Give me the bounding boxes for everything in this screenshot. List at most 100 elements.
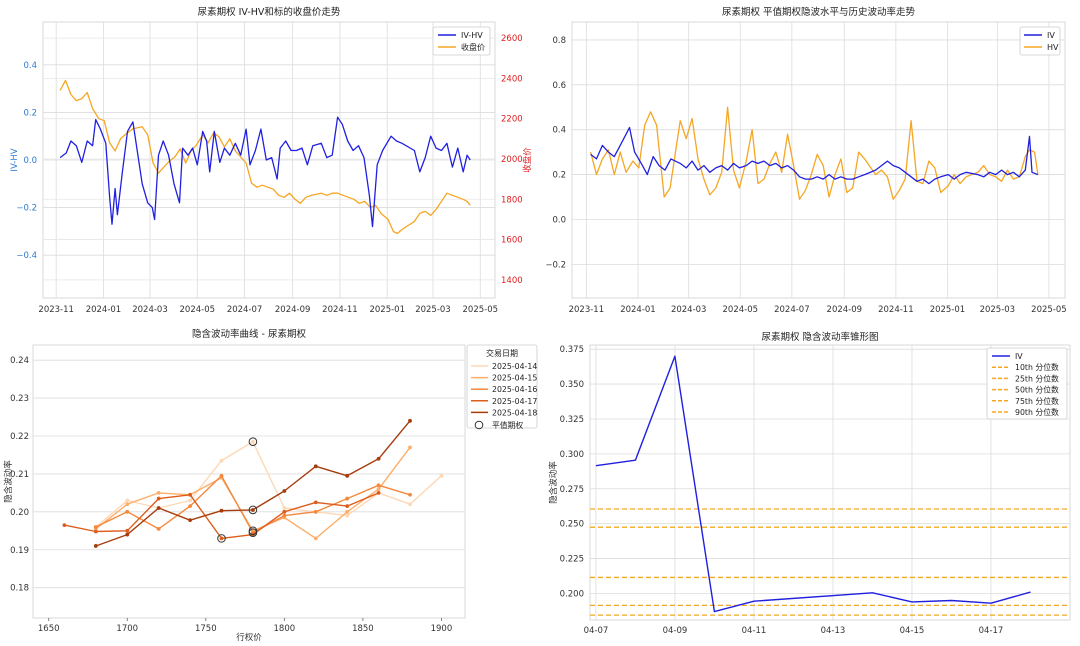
y-tick-label: 0.350 (560, 380, 584, 390)
smile-point (376, 456, 381, 461)
smile-point (313, 536, 318, 541)
y-tick-label: −0.2 (16, 204, 37, 214)
x-tick-label: 2024-03 (132, 305, 168, 315)
y-tick-label: 0.250 (560, 520, 584, 530)
atm-marker (248, 505, 258, 515)
x-tick-label: 2023-11 (569, 305, 605, 315)
x-tick-label: 2024-07 (227, 305, 263, 315)
x-tick-label: 2025-03 (415, 305, 451, 315)
smile-point (345, 473, 350, 478)
y-tick-label: 0.4 (23, 61, 37, 71)
smile-point (188, 492, 192, 497)
y-tick-label: 0.0 (552, 215, 566, 225)
legend-label: 10th 分位数 (1015, 362, 1059, 372)
smile-point (282, 489, 287, 493)
smile-point (125, 502, 130, 507)
smile-point (219, 536, 224, 541)
x-tick-label: 1900 (431, 624, 453, 634)
legend-label: 2025-04-14 (492, 362, 537, 371)
smile-point (93, 529, 98, 534)
smile-point (313, 500, 318, 505)
y-tick-label: 0.0 (23, 156, 37, 166)
x-tick-label: 2025-03 (980, 305, 1016, 315)
legend-label: 2025-04-18 (492, 408, 537, 417)
atm-marker (248, 528, 258, 537)
legend-label: 75th 分位数 (1015, 396, 1059, 406)
smile-point (251, 439, 255, 444)
y-tick-label: −0.2 (545, 260, 566, 270)
y-axis-label: 隐含波动率 (3, 460, 14, 503)
smile-point (93, 544, 98, 548)
y-tick-label: 0.21 (10, 470, 29, 480)
smile-point (219, 473, 224, 478)
legend-label: 25th 分位数 (1015, 373, 1059, 383)
y-tick-label: 0.2 (23, 108, 37, 118)
y-tick-label: 0.325 (560, 415, 584, 425)
y-tick-label: 0.8 (552, 36, 566, 46)
x-tick-label: 1650 (38, 624, 60, 634)
legend-label: 2025-04-16 (492, 385, 537, 394)
smile-point (219, 458, 224, 463)
y-tick-label: 0.19 (10, 546, 29, 556)
x-tick-label: 2024-01 (620, 305, 656, 315)
y2-tick-label: 2400 (501, 74, 523, 84)
smile-point (125, 528, 130, 533)
legend-label: 2025-04-15 (492, 374, 537, 383)
y-tick-label: 0.23 (10, 394, 29, 404)
smile-point (439, 473, 444, 478)
chart-title: 尿素期权 IV-HV和标的收盘价走势 (198, 6, 341, 18)
smile-point (156, 490, 161, 495)
y-axis-label: IV-HV (10, 148, 20, 171)
smile-point (408, 418, 412, 423)
x-tick-label: 04-17 (979, 626, 1004, 636)
plot-area (32, 344, 466, 619)
y2-tick-label: 1600 (501, 236, 523, 246)
iv-line (595, 355, 1031, 613)
x-tick-label: 1850 (352, 624, 374, 634)
chart-title: 尿素期权 平值期权隐波水平与历史波动率走势 (722, 6, 916, 18)
y-tick-label: −0.4 (16, 251, 37, 261)
smile-point (313, 464, 318, 469)
legend-label: IV (1047, 31, 1055, 40)
x-tick-label: 2025-01 (930, 305, 966, 315)
y2-tick-label: 2000 (501, 155, 523, 165)
smile-point (376, 487, 381, 491)
x-tick-label: 2024-11 (878, 305, 914, 315)
y2-tick-label: 2600 (501, 34, 523, 44)
chart-iv-cone: 04-07 04-09 04-11 04-13 04-15 04-17 0.200 0.225… (548, 331, 1071, 636)
y-tick-label: 0.225 (560, 555, 584, 565)
x-tick-label: 2024-11 (322, 305, 358, 315)
smile-point (93, 525, 98, 529)
smile-point (282, 509, 287, 514)
x-tick-label: 2025-05 (463, 305, 499, 315)
smile-point (188, 504, 192, 509)
smile-point (345, 504, 350, 509)
x-tick-label: 04-09 (663, 626, 688, 636)
legend-atm-swatch (474, 420, 484, 430)
y-tick-label: 0.300 (560, 450, 584, 460)
x-tick-label: 2024-05 (180, 305, 216, 315)
x-tick-label: 2024-01 (86, 305, 122, 315)
smile-point (62, 523, 67, 528)
iv-hv-line (59, 116, 471, 228)
smile-point (156, 496, 161, 501)
legend-label: 90th 分位数 (1015, 407, 1059, 417)
smile-point (345, 509, 350, 514)
y-tick-label: 0.18 (10, 584, 29, 594)
hv-line (589, 106, 1039, 200)
chart-iv-hv-close: 2023-11 2024-01 2024-03 2024-05 2024-07 2024-… (10, 6, 533, 315)
y-axis-label: 隐含波动率 (548, 461, 559, 504)
smile-point (376, 490, 381, 495)
x-tick-label: 2024-03 (671, 305, 707, 315)
legend-label: 50th 分位数 (1015, 385, 1059, 395)
legend-label: 2025-04-17 (492, 397, 537, 406)
y2-tick-label: 2200 (501, 115, 523, 125)
x-tick-label: 2024-05 (723, 305, 759, 315)
smile-point (282, 513, 287, 518)
smile-point (156, 506, 161, 510)
legend-label: 平值期权 (492, 420, 523, 430)
smile-line-2025-04-14 (95, 441, 442, 528)
x-tick-label: 1750 (195, 624, 217, 634)
y-tick-label: 0.24 (10, 356, 29, 366)
x-tick-label: 04-13 (821, 626, 846, 636)
